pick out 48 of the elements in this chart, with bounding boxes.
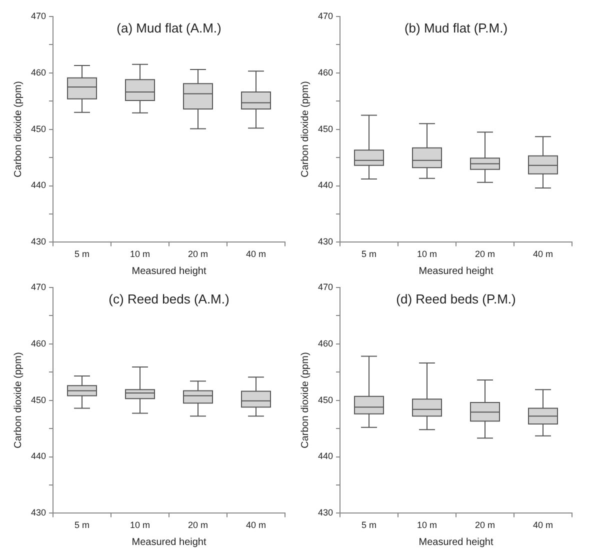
x-tick-label: 5 m: [74, 520, 90, 530]
x-tick-label: 40 m: [246, 249, 266, 260]
y-tick-label: 430: [30, 236, 46, 247]
y-axis-title: Carbon dioxide (ppm): [12, 352, 24, 448]
x-tick-label: 40 m: [532, 520, 554, 530]
x-axis-title: Measured height: [418, 536, 494, 548]
y-axis-title: Carbon dioxide (ppm): [300, 81, 311, 178]
y-tick-label: 460: [30, 67, 46, 78]
y-tick-label: 450: [30, 124, 46, 134]
y-axis-title: Carbon dioxide (ppm): [300, 352, 311, 448]
x-tick-label: 20 m: [475, 520, 496, 530]
y-tick-label: 460: [30, 338, 46, 348]
chart-title: (c) Reed beds (A.M.): [108, 291, 230, 306]
x-tick-label: 10 m: [417, 249, 438, 260]
y-tick-label: 440: [30, 451, 46, 462]
y-tick-label: 450: [318, 124, 334, 134]
y-axis-title: Carbon dioxide (ppm): [12, 81, 24, 178]
x-axis-title: Measured height: [132, 266, 206, 277]
x-axis-title: Measured height: [132, 536, 206, 548]
x-tick-label: 40 m: [532, 249, 554, 260]
chart-title: (d) Reed beds (P.M.): [396, 291, 516, 306]
x-tick-label: 5 m: [362, 520, 377, 530]
y-tick-label: 430: [30, 508, 46, 518]
x-axis-title: Measured height: [418, 266, 494, 277]
y-tick-label: 460: [318, 338, 334, 348]
y-tick-label: 450: [30, 394, 46, 405]
x-tick-label: 10 m: [130, 249, 150, 260]
x-tick-label: 40 m: [246, 520, 266, 530]
chart-title: (b) Mud flat (P.M.): [404, 20, 508, 36]
x-tick-label: 5 m: [362, 249, 377, 260]
x-tick-label: 20 m: [188, 520, 208, 530]
x-tick-label: 10 m: [417, 520, 438, 530]
y-tick-label: 440: [30, 180, 46, 190]
chart-title: (a) Mud flat (A.M.): [116, 20, 222, 36]
x-tick-label: 20 m: [475, 249, 496, 260]
y-tick-label: 470: [30, 282, 46, 292]
y-tick-label: 440: [318, 180, 334, 190]
y-tick-label: 450: [318, 394, 334, 405]
y-tick-label: 470: [318, 282, 334, 292]
y-tick-label: 430: [318, 236, 334, 247]
x-tick-label: 5 m: [74, 249, 90, 260]
y-tick-label: 430: [318, 508, 334, 518]
y-tick-label: 440: [318, 451, 334, 462]
x-tick-label: 20 m: [188, 249, 208, 260]
y-tick-label: 460: [318, 67, 334, 78]
y-tick-label: 470: [318, 10, 334, 21]
x-tick-label: 10 m: [130, 520, 150, 530]
y-tick-label: 470: [30, 10, 46, 21]
